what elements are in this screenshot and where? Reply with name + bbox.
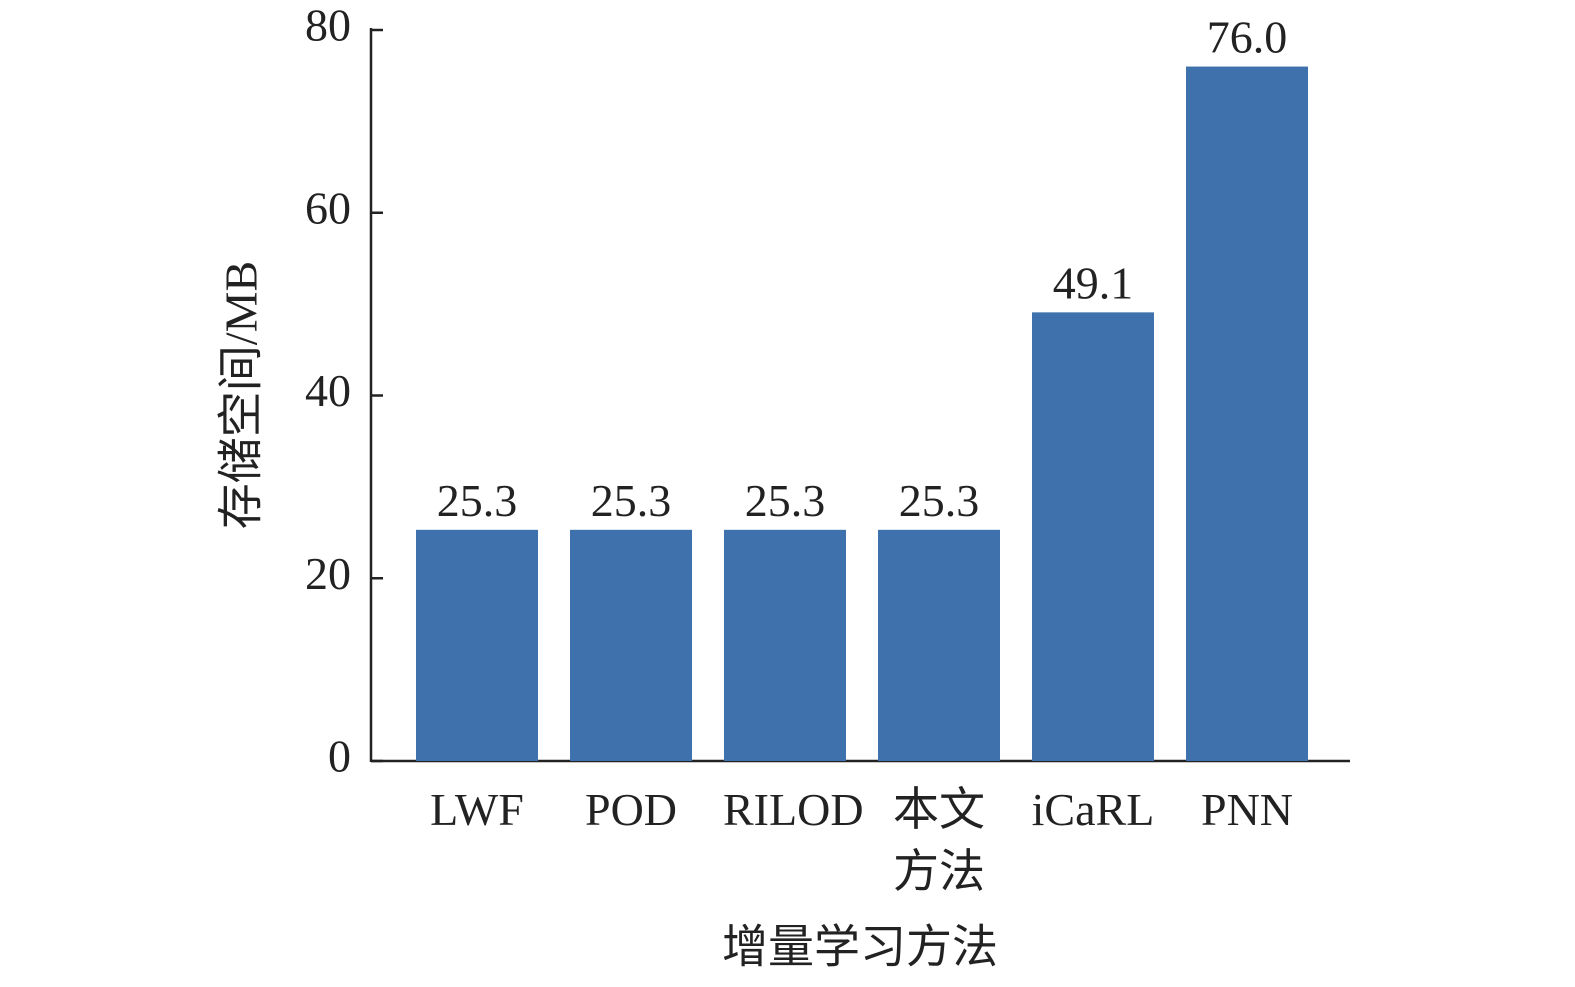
bar (878, 529, 1000, 761)
y-tick-label: 60 (305, 182, 351, 233)
value-label: 25.3 (437, 475, 518, 526)
bar (416, 529, 538, 761)
bar (724, 529, 846, 761)
x-tick-label: RILOD (723, 784, 864, 835)
x-tick-label: LWF (430, 784, 524, 835)
value-label: 25.3 (899, 475, 980, 526)
x-tick-label: iCaRL (1031, 784, 1155, 835)
value-label: 49.1 (1053, 257, 1134, 308)
value-label: 25.3 (745, 475, 826, 526)
bar (1186, 66, 1308, 762)
x-tick-label: PNN (1200, 784, 1294, 835)
bar (570, 529, 692, 761)
y-tick-label: 20 (305, 548, 351, 599)
y-tick-label: 40 (305, 365, 351, 416)
value-label: 25.3 (591, 475, 672, 526)
x-axis-title: 增量学习方法 (722, 922, 998, 973)
y-axis-title: 存储空间/MB (216, 261, 267, 529)
y-tick-label: 80 (305, 0, 351, 51)
y-tick-label: 0 (328, 731, 351, 782)
x-tick-label: POD (584, 784, 678, 835)
bar (1032, 312, 1154, 761)
x-tick-label: 本文方法 (893, 784, 985, 897)
value-label: 76.0 (1207, 12, 1288, 63)
